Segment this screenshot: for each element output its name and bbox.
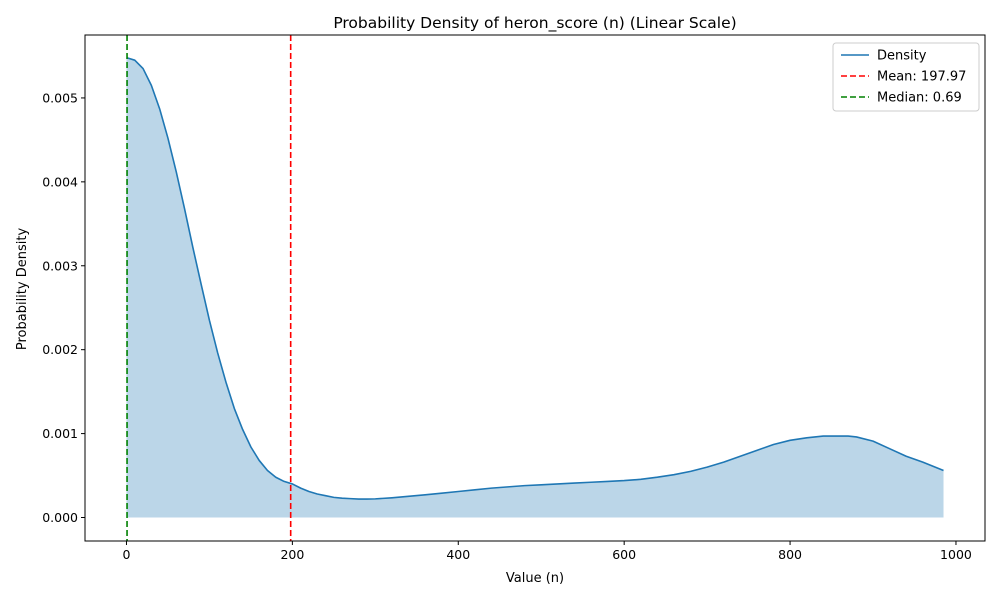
x-axis-label: Value (n) [506, 571, 564, 586]
x-tick-label: 200 [280, 547, 304, 562]
x-tick-label: 1000 [940, 547, 972, 562]
x-tick-label: 600 [612, 547, 636, 562]
legend-label: Mean: 197.97 [877, 70, 966, 85]
x-tick-label: 400 [446, 547, 470, 562]
legend-label: Density [877, 49, 927, 64]
legend-median: Median: 0.69 [841, 91, 962, 106]
legend-mean: Mean: 197.97 [841, 70, 966, 85]
x-tick-label: 0 [122, 547, 130, 562]
chart-title: Probability Density of heron_score (n) (… [333, 14, 736, 33]
density-fill-area [126, 57, 944, 518]
density-line [126, 56, 944, 500]
y-tick-label: 0.001 [42, 426, 78, 441]
y-tick-label: 0.000 [42, 510, 78, 525]
y-tick-label: 0.005 [42, 90, 78, 105]
y-axis-label: Probability Density [15, 228, 30, 351]
axes: 0 200 400 600 800 1000 0.000 0.001 0.002 0.003 0.0… [42, 34, 986, 562]
axes-frame [84, 34, 986, 542]
legend-density: Density [841, 49, 927, 64]
legend-label: Median: 0.69 [877, 91, 962, 106]
legend-box [832, 42, 980, 112]
y-tick-label: 0.004 [42, 174, 78, 189]
legend: Density Mean: 197.97 Median: 0.69 [832, 42, 980, 112]
plot-area [126, 35, 944, 541]
y-tick-label: 0.002 [42, 342, 78, 357]
y-tick-label: 0.003 [42, 258, 78, 273]
x-tick-label: 800 [778, 547, 802, 562]
